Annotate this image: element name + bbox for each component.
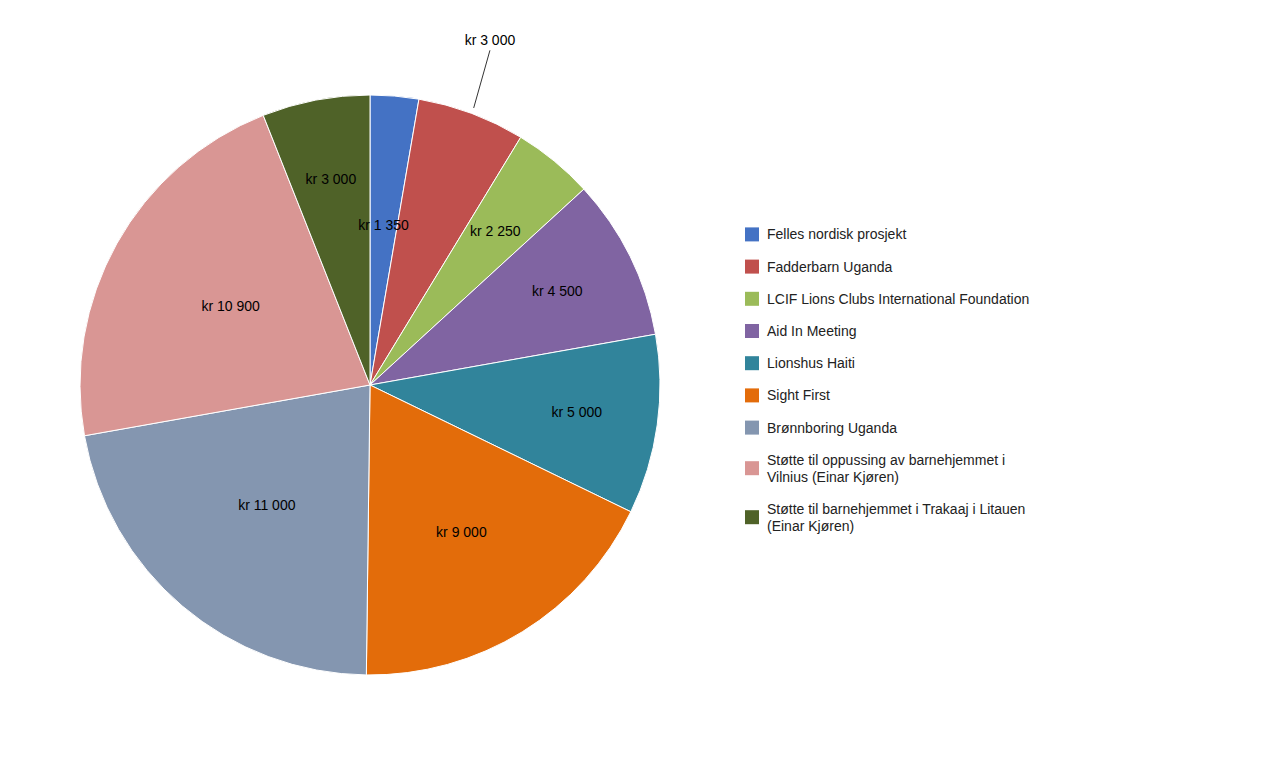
legend-item: LCIF Lions Clubs International Foundatio… [745, 291, 1029, 307]
legend-item: Støtte til oppussing av barnehjemmet iVi… [745, 452, 1005, 485]
legend-label-line: Vilnius (Einar Kjøren) [767, 469, 899, 485]
legend-label: LCIF Lions Clubs International Foundatio… [767, 291, 1029, 307]
data-label: kr 4 500 [532, 283, 583, 299]
pie [80, 95, 660, 675]
legend-label: Støtte til oppussing av barnehjemmet iVi… [767, 452, 1005, 485]
legend-label-line: Støtte til barnehjemmet i Trakaaj i Lita… [767, 501, 1025, 517]
legend-item: Støtte til barnehjemmet i Trakaaj i Lita… [745, 501, 1025, 534]
legend-item: Felles nordisk prosjekt [745, 226, 906, 242]
legend-label-line: Felles nordisk prosjekt [767, 226, 906, 242]
data-labels: kr 1 350 kr 3 000 kr 2 250 kr 4 500 kr 5 000… [202, 32, 603, 540]
legend-label-line: Brønnboring Uganda [767, 420, 897, 436]
legend-swatch [745, 356, 759, 370]
legend-swatch [745, 227, 759, 241]
legend-label-line: Lionshus Haiti [767, 355, 855, 371]
legend-label: Felles nordisk prosjekt [767, 226, 906, 242]
data-label: kr 10 900 [202, 298, 261, 314]
legend-item: Lionshus Haiti [745, 355, 855, 371]
leader-line [474, 50, 490, 108]
legend-item: Aid In Meeting [745, 323, 857, 339]
legend-label-line: Aid In Meeting [767, 323, 857, 339]
legend-label: Brønnboring Uganda [767, 420, 897, 436]
chart: kr 1 350 kr 3 000 kr 2 250 kr 4 500 kr 5 000… [0, 0, 1269, 760]
legend-label-line: Støtte til oppussing av barnehjemmet i [767, 452, 1005, 468]
legend-label-line: LCIF Lions Clubs International Foundatio… [767, 291, 1029, 307]
legend-item: Fadderbarn Uganda [745, 259, 893, 275]
legend-swatch [745, 292, 759, 306]
data-label: kr 5 000 [552, 404, 603, 420]
legend: Felles nordisk prosjekt Fadderbarn Uganda… [745, 226, 1029, 533]
data-label: kr 3 000 [306, 171, 357, 187]
legend-label-line: Fadderbarn Uganda [767, 259, 893, 275]
data-label: kr 3 000 [465, 32, 516, 48]
data-label: kr 2 250 [470, 223, 521, 239]
legend-label: Støtte til barnehjemmet i Trakaaj i Lita… [767, 501, 1025, 534]
legend-item: Sight First [745, 387, 830, 403]
data-label: kr 11 000 [238, 497, 296, 513]
legend-label-line: Sight First [767, 387, 830, 403]
data-label: kr 1 350 [358, 217, 409, 233]
pie-slice [263, 95, 370, 385]
legend-swatch [745, 421, 759, 435]
legend-swatch [745, 510, 759, 524]
legend-label: Lionshus Haiti [767, 355, 855, 371]
legend-swatch [745, 324, 759, 338]
legend-label: Sight First [767, 387, 830, 403]
legend-label: Aid In Meeting [767, 323, 857, 339]
legend-label: Fadderbarn Uganda [767, 259, 893, 275]
legend-label-line: (Einar Kjøren) [767, 518, 854, 534]
data-label: kr 9 000 [436, 524, 487, 540]
legend-item: Brønnboring Uganda [745, 420, 897, 436]
legend-swatch [745, 461, 759, 475]
legend-swatch [745, 388, 759, 402]
pie-slice [366, 385, 630, 675]
legend-swatch [745, 260, 759, 274]
